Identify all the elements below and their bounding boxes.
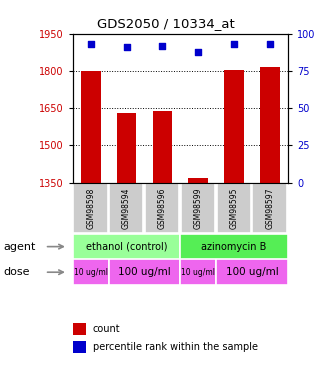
FancyBboxPatch shape (109, 260, 180, 285)
FancyBboxPatch shape (73, 234, 180, 260)
FancyBboxPatch shape (216, 183, 251, 233)
Bar (73, 340, 86, 352)
FancyBboxPatch shape (180, 260, 216, 285)
Text: 10 ug/ml: 10 ug/ml (74, 268, 108, 277)
Text: GSM98594: GSM98594 (122, 188, 131, 229)
Text: count: count (93, 324, 120, 333)
Bar (73, 322, 86, 334)
Point (88, 41, 93, 47)
FancyBboxPatch shape (73, 260, 109, 285)
FancyBboxPatch shape (216, 260, 288, 285)
Text: 10 ug/ml: 10 ug/ml (181, 268, 215, 277)
FancyBboxPatch shape (145, 183, 179, 233)
FancyBboxPatch shape (73, 183, 108, 233)
Text: percentile rank within the sample: percentile rank within the sample (93, 342, 258, 351)
Bar (224, 70, 244, 183)
Bar (260, 67, 280, 183)
FancyBboxPatch shape (180, 234, 288, 260)
Text: GSM98595: GSM98595 (230, 188, 239, 229)
Point (231, 41, 237, 47)
Bar (188, 178, 208, 183)
Text: ethanol (control): ethanol (control) (86, 242, 167, 252)
Text: GSM98597: GSM98597 (265, 188, 274, 229)
Text: 100 ug/ml: 100 ug/ml (226, 267, 278, 277)
Point (160, 43, 165, 49)
Point (124, 44, 129, 50)
Bar (117, 113, 136, 183)
Text: dose: dose (3, 267, 30, 277)
Text: 100 ug/ml: 100 ug/ml (118, 267, 171, 277)
FancyBboxPatch shape (253, 183, 287, 233)
Text: agent: agent (3, 242, 36, 252)
Bar (153, 111, 172, 183)
Bar (81, 71, 101, 183)
Text: GSM98596: GSM98596 (158, 188, 167, 229)
Text: GSM98599: GSM98599 (194, 188, 203, 229)
FancyBboxPatch shape (109, 183, 143, 233)
Text: GSM98598: GSM98598 (86, 188, 95, 229)
Point (196, 49, 201, 55)
Text: azinomycin B: azinomycin B (202, 242, 267, 252)
Point (267, 41, 273, 47)
FancyBboxPatch shape (181, 183, 215, 233)
Text: GDS2050 / 10334_at: GDS2050 / 10334_at (97, 17, 234, 30)
